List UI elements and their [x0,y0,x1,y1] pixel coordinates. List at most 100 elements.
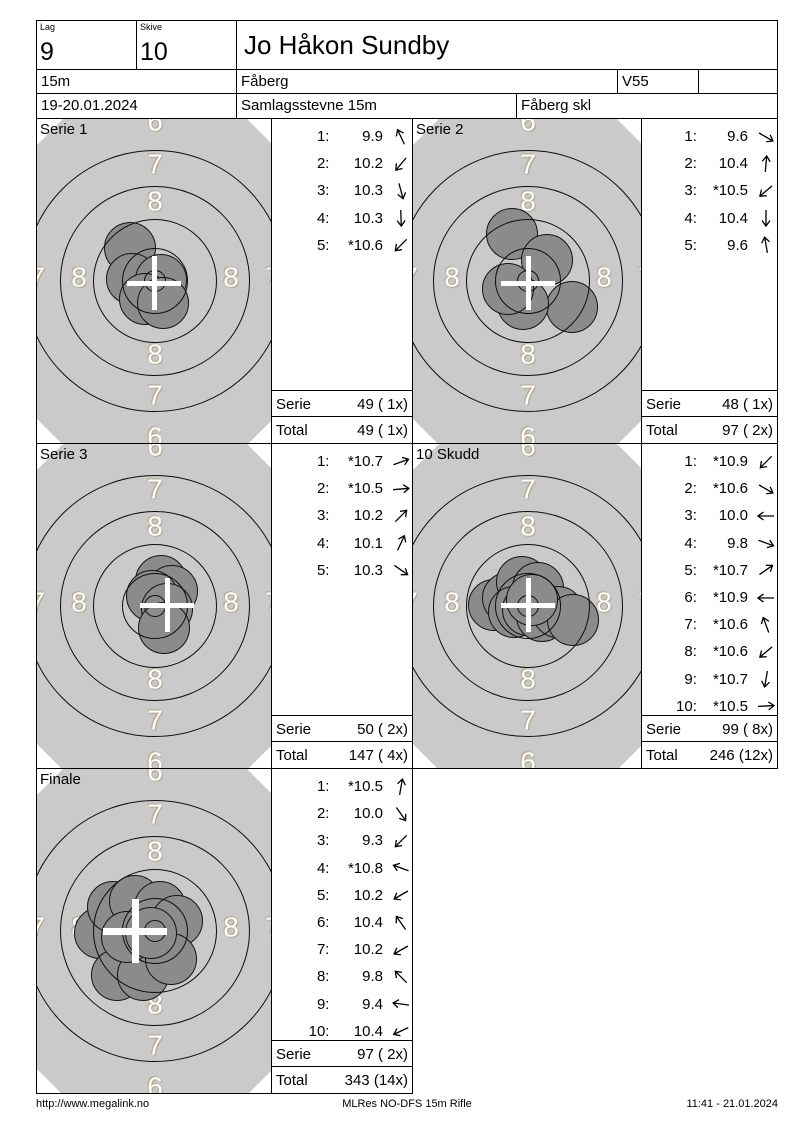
club: Fåberg [241,73,289,90]
ring-label-6: 6 [520,443,536,462]
skive-label: Skive [140,22,163,32]
shot-direction-arrow [396,210,406,228]
shot-direction-arrow [758,484,774,495]
shot-row: 4: 9.8 [642,530,777,557]
shot-number: 4: [684,209,697,227]
lag-cell: Lag 9 [36,20,137,70]
shot-direction-arrow [393,945,409,956]
shot-value: 9.3 [362,832,383,850]
shot-number: 7: [316,941,330,959]
shot-row: 2: 10.2 [272,150,412,177]
shot-number: 9: [684,670,697,688]
shot-number: 3: [316,832,330,850]
shot-number: 1: [684,128,697,145]
ring-label-6: 6 [147,443,163,462]
shot-number: 1: [316,453,330,470]
shot-row: 3: *10.5 [642,177,777,204]
shot-direction-arrow [393,456,410,465]
shot-direction-arrow [759,185,773,197]
shot-row: 5: *10.7 [642,557,777,584]
total-sum-row: Total 343 (14x) [272,1066,412,1093]
shot-row: 1: *10.9 [642,448,777,475]
series-title: 10 Skudd [416,446,480,463]
shot-row: 9: 9.4 [272,991,412,1018]
club-cell: Fåberg [236,69,618,94]
shot-value: 10.4 [718,209,748,227]
serie-value: 49 ( 1x) [357,395,408,413]
shot-row: 6: 10.4 [272,909,412,936]
shooter-class: V55 [622,73,649,90]
shot-number: 4: [316,209,330,227]
shooter-name: Jo Håkon Sundby [244,30,450,60]
shot-value: 9.8 [727,534,748,552]
shot-value: 10.4 [718,155,748,173]
total-label: Total [276,421,308,439]
series-title: Serie 1 [40,121,88,138]
serie-sum-row: Serie 48 ( 1x) [642,390,777,417]
shot-row: 4: 10.1 [272,530,412,557]
ring-label-6: 6 [520,118,536,137]
target-ring [37,800,271,1062]
shot-value: *10.6 [712,480,748,498]
score-table-3: 1: *10.7 2: *10.5 3: 10.2 4: 10.1 5: 10.3 Serie 50 … [271,443,413,769]
event: Samlagsstevne 15m [241,97,377,114]
shot-value: *10.6 [347,236,383,254]
distance-cell: 15m [36,69,237,94]
footer-printed: 11:41 - 21.01.2024 [686,1098,778,1110]
shot-row: 3: 10.2 [272,502,412,529]
shot-row: 1: *10.5 [272,773,412,800]
shot-direction-arrow [758,131,774,142]
shot-direction-arrow [393,890,409,901]
total-sum-row: Total 147 ( 4x) [272,741,412,768]
total-sum-row: Total 49 ( 1x) [272,416,412,443]
mpi-cross [525,578,531,632]
target-1: 6787887876Serie 1 [36,118,272,444]
shot-number: 4: [684,534,697,552]
class-cell: V55 [617,69,699,94]
shot-value: 9.4 [362,995,383,1013]
shot-value: *10.9 [712,453,748,470]
shot-direction-arrow [759,646,773,658]
target-ring [413,475,641,737]
serie-value: 99 ( 8x) [722,720,773,738]
ring-label-6: 6 [147,1071,163,1094]
shot-row: 4: 10.3 [272,205,412,232]
distance: 15m [41,73,71,90]
shot-row: 3: 9.3 [272,827,412,854]
shot-direction-arrow [759,455,773,468]
total-value: 49 ( 1x) [357,421,408,439]
serie-label: Serie [276,720,312,738]
shot-number: 8: [684,643,697,661]
total-value: 147 ( 4x) [348,746,408,764]
total-label: Total [646,746,678,764]
total-value: 246 (12x) [709,746,773,764]
serie-sum-row: Serie 49 ( 1x) [272,390,412,417]
shot-direction-arrow [759,564,774,576]
mpi-cross [151,256,157,310]
total-label: Total [276,1071,308,1089]
ring-label-6: 6 [147,118,163,137]
shot-row: 1: 9.6 [642,123,777,150]
shot-number: 5: [316,561,330,579]
ring-label-6: 6 [147,768,163,787]
shot-number: 4: [316,534,330,552]
target-ring [413,150,641,412]
shot-row: 2: *10.5 [272,475,412,502]
serie-label: Serie [646,720,682,738]
shot-value: 10.1 [353,534,383,552]
mpi-cross [131,899,139,963]
shot-value: *10.6 [712,616,748,634]
shot-direction-arrow [395,128,405,145]
shot-direction-arrow [394,970,408,984]
shot-value: 10.3 [353,561,383,579]
shot-row: 1: 9.9 [272,123,412,150]
shot-row: 8: 9.8 [272,963,412,990]
shot-number: 2: [684,155,697,173]
footer-program: MLRes NO-DFS 15m Rifle [342,1098,472,1110]
shot-value: *10.5 [712,697,748,715]
shot-value: 9.6 [727,236,748,254]
skive-value: 10 [140,38,168,66]
shot-number: 3: [316,507,330,525]
shot-direction-arrow [392,1027,409,1037]
shot-value: 10.3 [353,182,383,200]
